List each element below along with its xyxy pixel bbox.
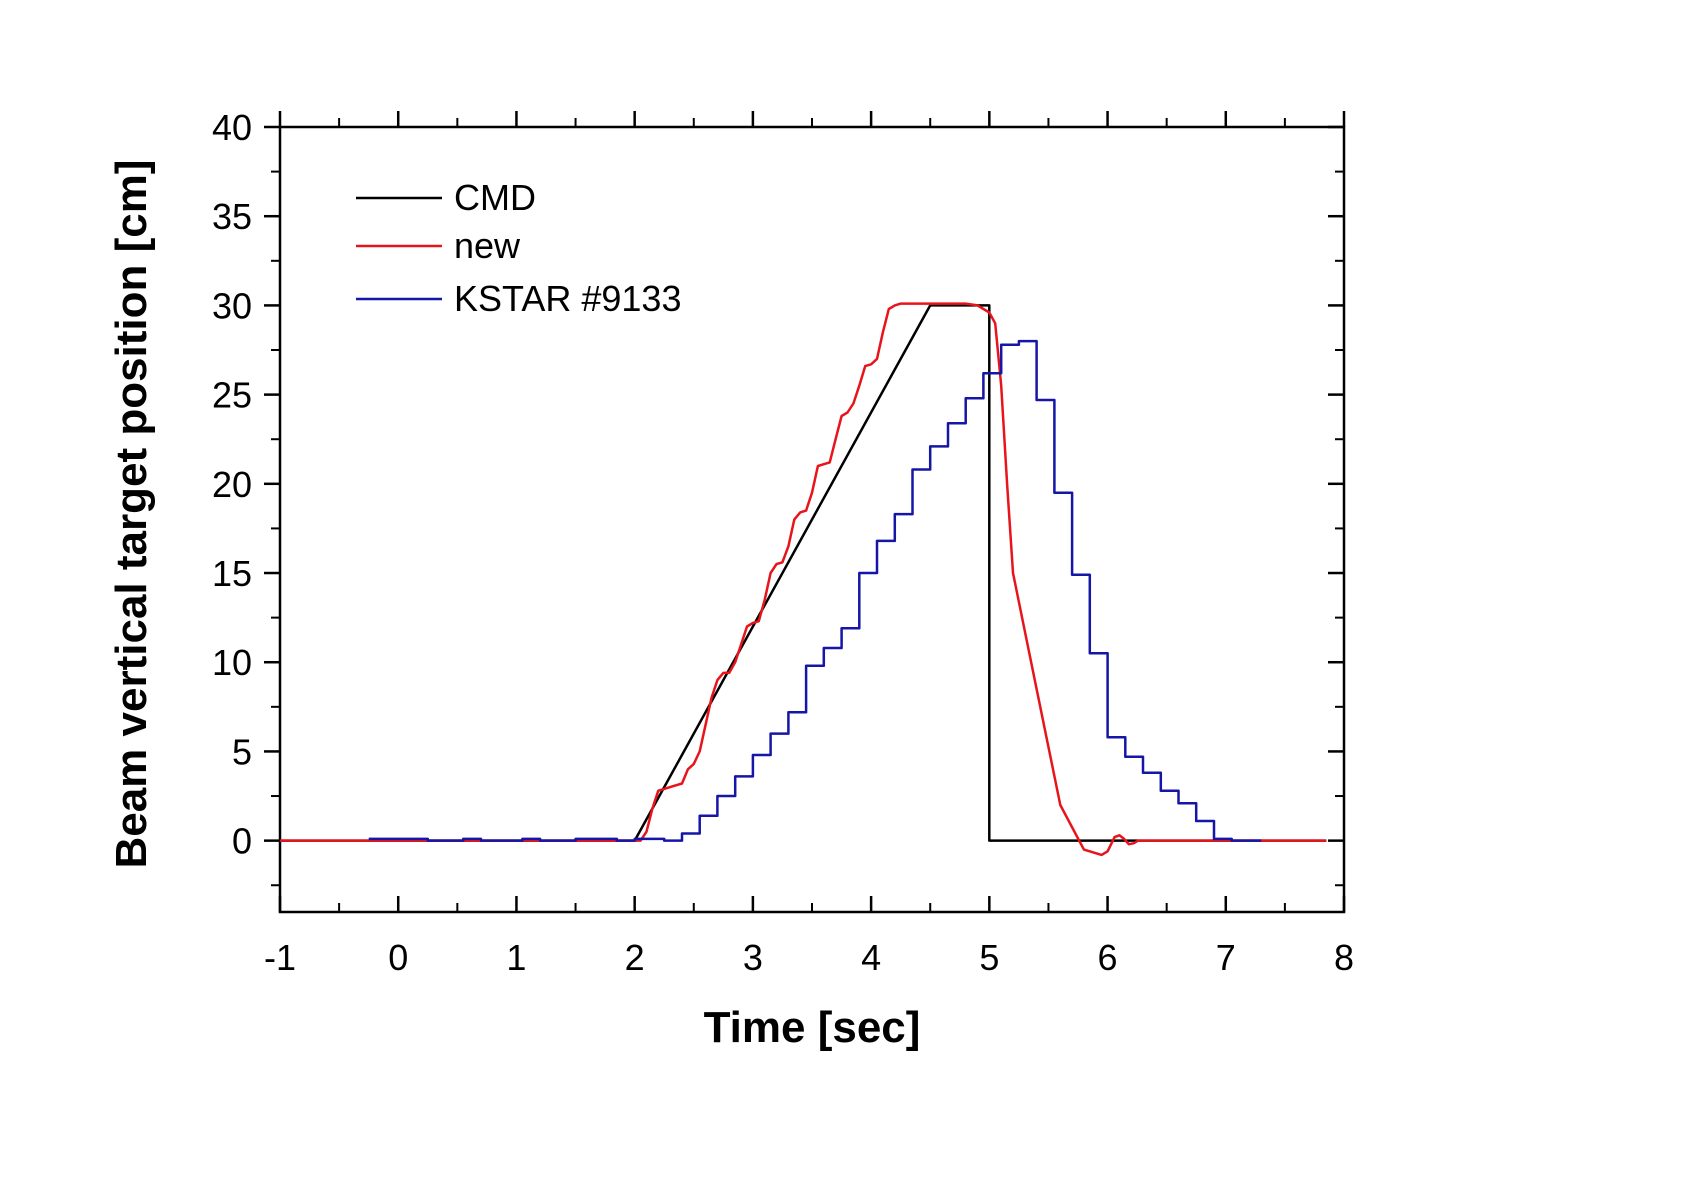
y-tick-labels: 0 5 10 15 20 25 30 35 40 [212, 107, 252, 862]
x-tick-label: 5 [979, 937, 999, 978]
series-layer [280, 302, 1327, 857]
y-tick-label: 20 [212, 464, 252, 505]
x-tick-label: 0 [388, 937, 408, 978]
x-tick-label: 4 [861, 937, 881, 978]
x-tick-labels: -1 0 1 2 3 4 5 6 7 8 [264, 937, 1354, 978]
y-tick-label: 30 [212, 285, 252, 326]
y-axis-title: Beam vertical target position [cm] [107, 159, 156, 868]
major-ticks [264, 111, 1346, 912]
y-tick-label: 40 [212, 107, 252, 148]
series-line-new [280, 302, 1327, 857]
legend-label-kstar: KSTAR #9133 [454, 278, 681, 319]
x-tick-label: -1 [264, 937, 296, 978]
minor-ticks [271, 118, 1344, 912]
legend-label-cmd: CMD [454, 177, 536, 218]
x-axis-title: Time [sec] [704, 1003, 921, 1052]
legend: CMD new KSTAR #9133 [356, 177, 681, 319]
y-tick-label: 0 [232, 821, 252, 862]
y-tick-label: 35 [212, 196, 252, 237]
x-tick-label: 6 [1098, 937, 1118, 978]
y-tick-label: 10 [212, 642, 252, 683]
y-tick-label: 5 [232, 731, 252, 772]
x-tick-label: 7 [1216, 937, 1236, 978]
series-line-kstar [368, 339, 1262, 842]
y-tick-label: 15 [212, 553, 252, 594]
x-tick-label: 8 [1334, 937, 1354, 978]
x-tick-label: 2 [625, 937, 645, 978]
legend-label-new: new [454, 225, 521, 266]
series-line-cmd [280, 304, 1327, 842]
x-tick-label: 3 [743, 937, 763, 978]
y-tick-label: 25 [212, 375, 252, 416]
x-tick-label: 1 [506, 937, 526, 978]
